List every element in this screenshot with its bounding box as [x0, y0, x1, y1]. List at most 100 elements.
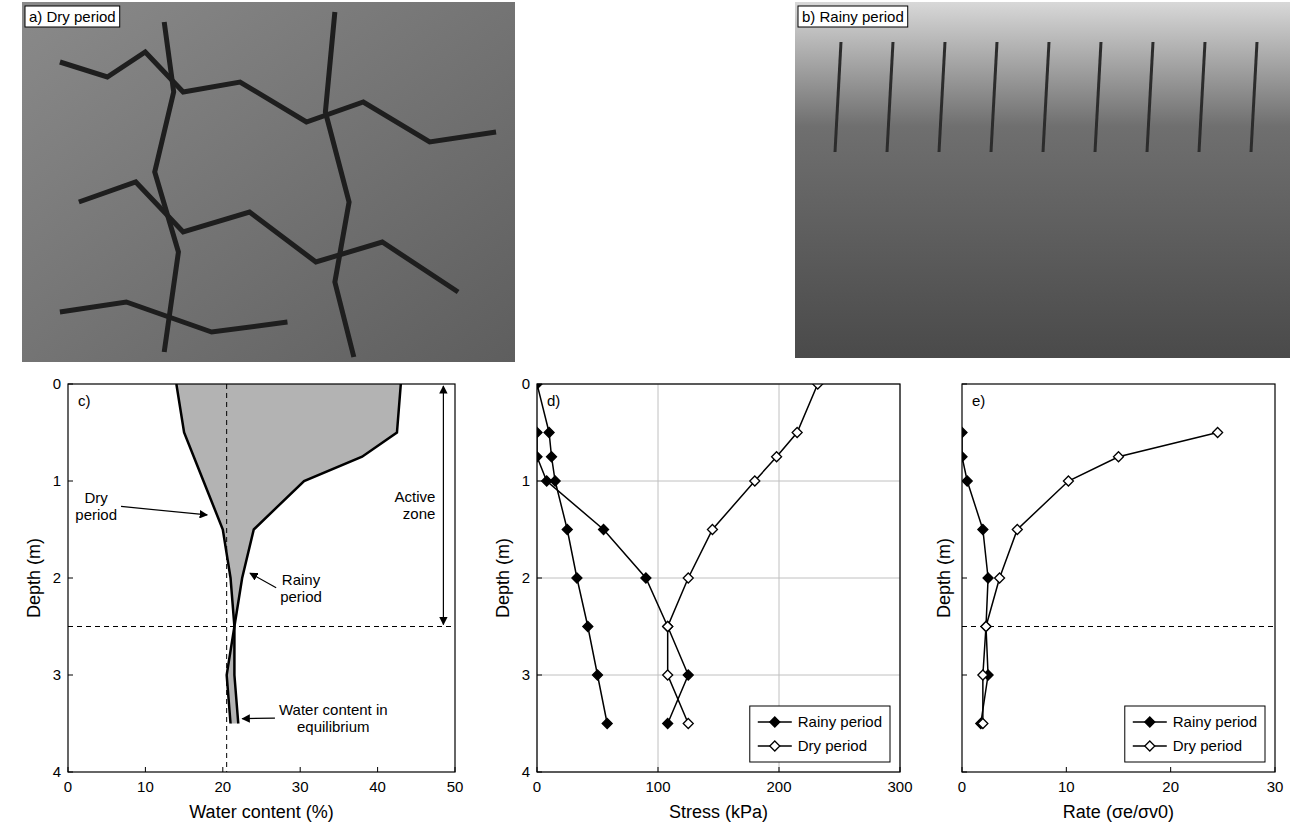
series-line [537, 433, 688, 724]
panel-letter-bg [545, 391, 562, 410]
series-marker [663, 622, 673, 632]
text-line: equilibrium [297, 718, 370, 735]
tick-label: 30 [1267, 778, 1284, 795]
annotation: Water content inequilibrium [279, 701, 388, 735]
annotation: Dryperiod [75, 489, 117, 523]
tick-mark [68, 384, 73, 385]
tick-mark [537, 675, 542, 676]
legend-marker [1145, 741, 1155, 751]
photo: a) Dry period [22, 2, 515, 362]
tick-mark [537, 481, 542, 482]
annotation-arrow [242, 718, 275, 720]
legend-marker [770, 741, 780, 751]
tick-mark [455, 767, 456, 772]
series-marker [641, 573, 651, 583]
text-line: period [280, 588, 322, 605]
legend-box [1125, 706, 1265, 762]
text-line: zone [403, 505, 436, 522]
tick-mark [962, 772, 967, 773]
tree [939, 42, 945, 152]
series-marker [537, 428, 542, 438]
tick-mark [68, 772, 73, 773]
series-line [234, 384, 400, 724]
tick-mark [537, 384, 542, 385]
grid-line [537, 578, 900, 579]
tick-mark [68, 767, 69, 772]
crack [155, 22, 179, 352]
legend-label: Rainy period [798, 713, 882, 730]
series-marker [707, 525, 717, 535]
chart-panel: 0102030Rate (σe/σv0)Depth (m)e)Rainy per… [934, 384, 1283, 822]
tick-label: 30 [292, 778, 309, 795]
tick-label: 0 [522, 375, 530, 392]
series-marker [983, 573, 993, 583]
tick-label: 0 [53, 375, 61, 392]
tick-mark [537, 578, 542, 579]
panel-letter: c) [78, 392, 91, 409]
series-line [668, 384, 818, 724]
tree [835, 42, 841, 152]
photo-label: a) Dry period [29, 8, 116, 25]
photo-placeholder [795, 2, 1290, 358]
series-line [176, 384, 234, 724]
series-marker [772, 452, 782, 462]
tick-label: 0 [533, 778, 541, 795]
tick-label: 20 [1162, 778, 1179, 795]
tick-mark [1170, 767, 1171, 772]
tree [1251, 42, 1257, 152]
tick-mark [537, 772, 542, 773]
tick-label: 50 [447, 778, 464, 795]
tick-mark [222, 767, 223, 772]
tick-label: 10 [137, 778, 154, 795]
text-line: Rainy [282, 571, 321, 588]
series-marker [562, 525, 572, 535]
panel-letter-bg [76, 391, 93, 410]
tick-label: 4 [53, 763, 61, 780]
axis-title: Depth (m) [493, 538, 513, 618]
tick-mark [68, 578, 73, 579]
reference-line [962, 626, 1275, 627]
series-marker [1012, 525, 1022, 535]
tick-label: 200 [766, 778, 791, 795]
tick-label: 1 [522, 472, 530, 489]
series-marker [537, 384, 542, 389]
legend-marker [770, 717, 780, 727]
tick-label: 2 [53, 569, 61, 586]
annotation-arrow [250, 573, 276, 588]
tick-label: 3 [522, 666, 530, 683]
tick-label: 10 [1058, 778, 1075, 795]
tick-mark [68, 481, 73, 482]
series-marker [683, 719, 693, 729]
legend: Rainy periodDry period [750, 706, 890, 762]
series-marker [602, 719, 612, 729]
tick-label: 0 [958, 778, 966, 795]
series-marker [813, 384, 823, 389]
tick-mark [900, 767, 901, 772]
axis-title: Rate (σe/σv0) [1063, 802, 1174, 822]
plot-frame [68, 384, 455, 772]
grid-line [537, 675, 900, 676]
legend-label: Rainy period [1173, 713, 1257, 730]
tick-mark [1275, 767, 1276, 772]
series-marker [962, 452, 967, 462]
tick-label: 300 [887, 778, 912, 795]
tree [1095, 42, 1101, 152]
data-area [68, 384, 455, 772]
legend: Rainy periodDry period [1125, 706, 1265, 762]
tick-mark [300, 767, 301, 772]
text-line: period [75, 506, 117, 523]
plot-frame [537, 384, 900, 772]
axis-title: Water content (%) [189, 802, 333, 822]
annotation: Rainyperiod [280, 571, 322, 605]
series-marker [978, 670, 988, 680]
tick-label: 100 [645, 778, 670, 795]
tree [1043, 42, 1049, 152]
tree [1147, 42, 1153, 152]
tick-label: 20 [214, 778, 231, 795]
tree [887, 42, 893, 152]
panel-letter-bg [970, 391, 987, 410]
tree [1199, 42, 1205, 152]
axis-title: Stress (kPa) [669, 802, 768, 822]
legend-box [750, 706, 890, 762]
tick-mark [658, 767, 659, 772]
